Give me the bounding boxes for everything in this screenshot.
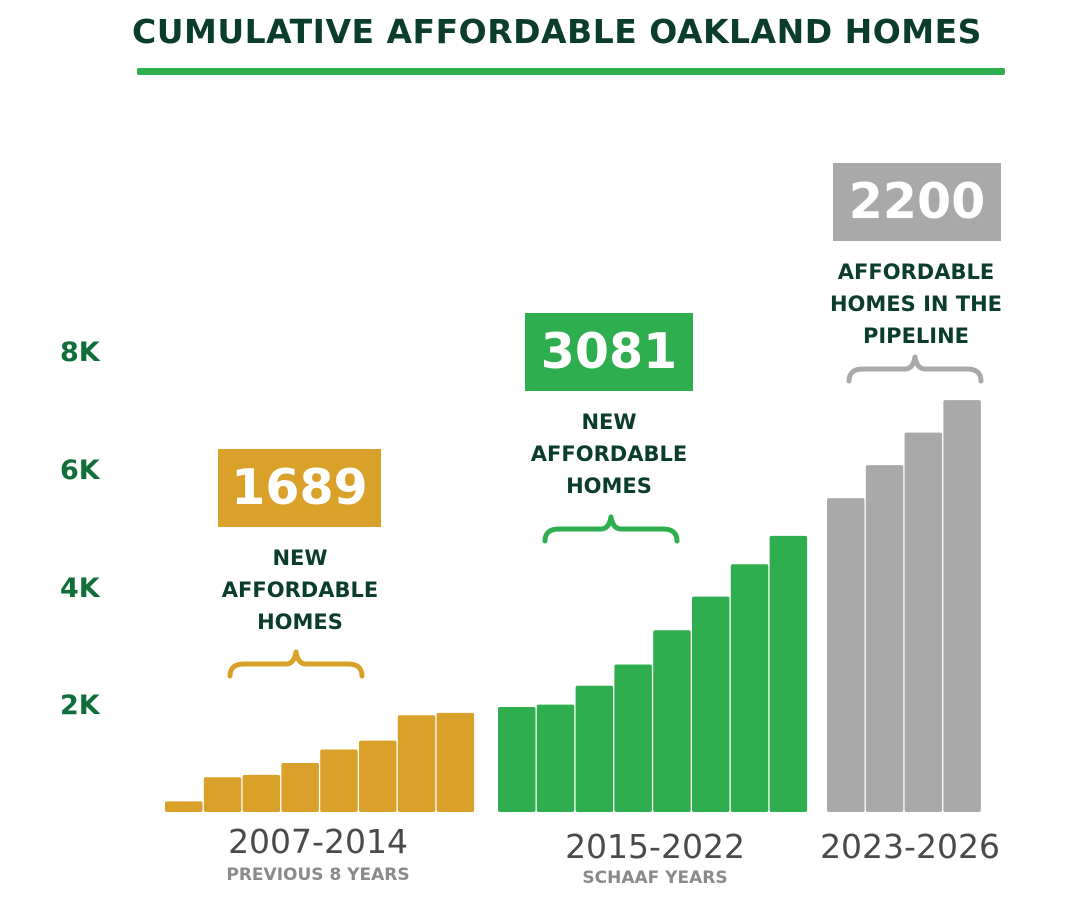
period-label-previous: 2007-2014 [228,822,408,861]
period-sub-schaaf: SCHAAF YEARS [582,868,728,888]
brace-schaaf [542,514,680,544]
brace-pipeline [846,354,984,384]
bar-previous-7 [397,715,436,812]
bar-schaaf-2 [536,704,575,812]
bar-previous-4 [281,763,319,812]
callout-badge-schaaf: 3081 [525,313,693,391]
y-tick-label-6k: 6K [60,455,100,486]
bar-schaaf-1 [498,706,536,812]
page-title: CUMULATIVE AFFORDABLE OAKLAND HOMES [132,12,982,51]
bar-schaaf-4 [614,664,652,812]
bar-schaaf-6 [692,596,730,812]
bar-previous-5 [320,749,358,812]
y-tick-label-4k: 4K [60,573,100,604]
bar-previous-1 [165,801,203,812]
bar-schaaf-8 [769,535,808,812]
bar-pipeline-2 [865,465,904,812]
bar-schaaf-7 [730,564,769,812]
callout-note-pipeline: AFFORDABLE HOMES IN THE PIPELINE [829,260,1003,348]
y-tick-label-8k: 8K [60,337,100,368]
period-sub-previous: PREVIOUS 8 YEARS [226,865,410,885]
callout-badge-previous: 1689 [218,449,381,527]
bar-previous-6 [359,740,397,812]
period-label-pipeline: 2023-2026 [820,827,1000,866]
brace-previous [227,649,365,679]
callout-note-schaaf: NEW AFFORDABLE HOMES [530,410,688,498]
bar-previous-2 [203,777,242,812]
bar-pipeline-4 [943,400,981,812]
bar-pipeline-1 [827,498,865,812]
y-tick-label-2k: 2K [60,690,100,721]
title-underline [137,68,1005,75]
bar-pipeline-3 [904,432,943,812]
bar-schaaf-3 [575,685,614,812]
bar-previous-8 [436,712,475,812]
callout-badge-pipeline: 2200 [833,163,1001,241]
period-label-schaaf: 2015-2022 [565,827,745,866]
bar-schaaf-5 [653,630,691,812]
bar-previous-3 [242,774,281,812]
callout-note-previous: NEW AFFORDABLE HOMES [221,546,379,634]
